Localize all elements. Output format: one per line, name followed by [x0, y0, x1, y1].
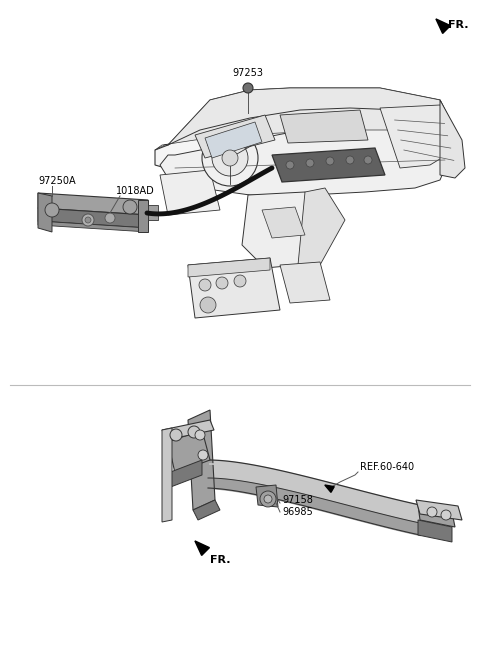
Circle shape [234, 275, 246, 287]
Polygon shape [160, 105, 455, 195]
Polygon shape [256, 485, 278, 507]
Text: 96985: 96985 [282, 507, 313, 517]
Text: 97250A: 97250A [38, 176, 76, 186]
Circle shape [364, 156, 372, 164]
Circle shape [441, 510, 451, 520]
Polygon shape [162, 428, 172, 522]
Polygon shape [188, 258, 280, 318]
Circle shape [105, 213, 115, 223]
Circle shape [45, 203, 59, 217]
Polygon shape [280, 262, 330, 303]
Polygon shape [38, 193, 148, 215]
Circle shape [198, 450, 208, 460]
Polygon shape [162, 420, 214, 440]
Polygon shape [416, 500, 462, 520]
Text: REF.60-640: REF.60-640 [360, 462, 414, 472]
Polygon shape [160, 170, 220, 215]
Polygon shape [380, 105, 458, 168]
Polygon shape [38, 221, 148, 232]
Polygon shape [38, 193, 52, 232]
Circle shape [326, 157, 334, 165]
Polygon shape [155, 88, 460, 185]
Polygon shape [38, 208, 148, 228]
Circle shape [427, 507, 437, 517]
Polygon shape [418, 520, 452, 542]
Polygon shape [188, 258, 270, 277]
Polygon shape [138, 200, 148, 232]
Polygon shape [418, 505, 455, 527]
Polygon shape [148, 205, 158, 220]
Polygon shape [205, 122, 262, 158]
Circle shape [212, 140, 248, 176]
Polygon shape [280, 110, 368, 143]
Text: FR.: FR. [448, 20, 468, 30]
Polygon shape [155, 88, 460, 150]
Text: 97253: 97253 [232, 68, 264, 78]
Circle shape [286, 161, 294, 169]
Circle shape [123, 200, 137, 214]
Polygon shape [168, 430, 210, 473]
Circle shape [216, 277, 228, 289]
Polygon shape [168, 460, 202, 488]
Polygon shape [325, 485, 334, 493]
Polygon shape [436, 19, 450, 33]
Polygon shape [188, 410, 215, 510]
Polygon shape [272, 148, 385, 182]
Circle shape [260, 491, 276, 507]
Circle shape [202, 130, 258, 186]
Circle shape [188, 426, 200, 438]
Circle shape [264, 495, 272, 503]
Circle shape [199, 279, 211, 291]
Circle shape [222, 150, 238, 166]
Polygon shape [440, 100, 465, 178]
Polygon shape [195, 541, 209, 556]
Text: 97158: 97158 [282, 495, 313, 505]
Polygon shape [242, 192, 320, 268]
Circle shape [85, 217, 91, 223]
Polygon shape [262, 207, 305, 238]
Circle shape [243, 83, 253, 93]
Text: 1018AD: 1018AD [116, 186, 155, 196]
Circle shape [200, 297, 216, 313]
Circle shape [82, 214, 94, 226]
Circle shape [306, 159, 314, 167]
Polygon shape [195, 115, 275, 158]
Text: FR.: FR. [210, 555, 230, 565]
Circle shape [195, 430, 205, 440]
Circle shape [170, 429, 182, 441]
Polygon shape [298, 188, 345, 265]
Circle shape [346, 156, 354, 164]
Polygon shape [193, 500, 220, 520]
